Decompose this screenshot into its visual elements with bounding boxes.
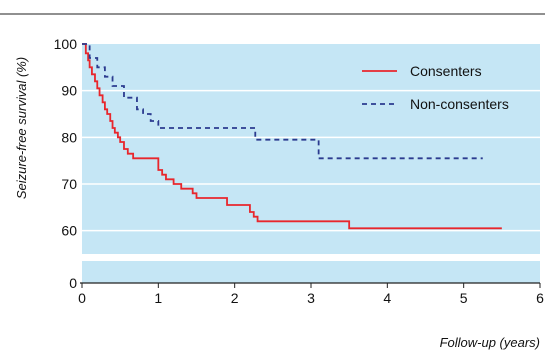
plot-background-upper — [82, 44, 540, 254]
series-line-non-consenters — [82, 43, 483, 160]
gridlines — [82, 89, 540, 232]
y-tick-label: 80 — [61, 129, 77, 145]
series-layer — [82, 43, 502, 230]
y-tick-label: 60 — [61, 223, 77, 239]
x-tick-label: 5 — [460, 290, 468, 306]
legend-label-consenters: Consenters — [410, 63, 482, 79]
x-tick-label: 0 — [78, 290, 86, 306]
series-line-consenters — [82, 43, 502, 230]
x-tick-label: 2 — [231, 290, 239, 306]
y-tick-label: 90 — [61, 83, 77, 99]
y-tick-labels: 0 60 70 80 90 100 — [54, 36, 78, 291]
y-tick-label: 0 — [69, 275, 77, 291]
x-tick-label: 6 — [536, 290, 544, 306]
y-axis-label: Seizure-free survival (%) — [14, 57, 29, 199]
x-tick-labels: 0 1 2 3 4 5 6 — [78, 283, 544, 306]
x-tick-label: 3 — [307, 290, 315, 306]
y-tick-label: 70 — [61, 176, 77, 192]
legend-label-non-consenters: Non-consenters — [410, 96, 509, 112]
x-tick-label: 4 — [383, 290, 391, 306]
y-tick-label: 100 — [54, 36, 78, 52]
x-tick-label: 1 — [154, 290, 162, 306]
x-axis-label: Follow-up (years) — [440, 335, 540, 350]
legend: Consenters Non-consenters — [362, 63, 509, 112]
plot-background-lower — [82, 261, 540, 283]
